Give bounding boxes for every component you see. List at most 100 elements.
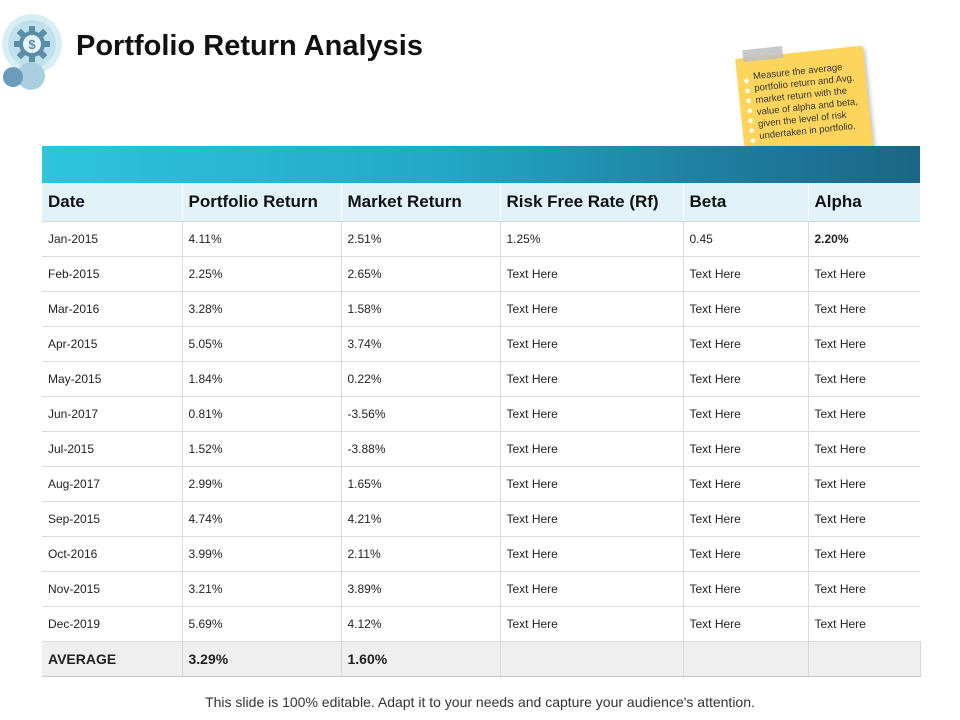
cell-portfolio-return: 3.21% <box>182 571 342 607</box>
cell-date: Jun-2017 <box>42 396 183 432</box>
average-alpha <box>808 641 921 677</box>
cell-portfolio-return: 5.05% <box>182 326 342 362</box>
cell-alpha: Text Here <box>808 361 920 397</box>
header-beta: Beta <box>683 183 809 222</box>
cell-date: Aug-2017 <box>42 466 183 502</box>
table-row: Mar-2016 3.28% 1.58% Text Here Text Here… <box>42 291 920 327</box>
cell-risk-free-rate: 1.25% <box>500 221 684 257</box>
cell-date: May-2015 <box>42 361 183 397</box>
cell-alpha: Text Here <box>808 291 920 327</box>
gear-dollar-icon: $ <box>0 6 70 90</box>
header-portfolio-return: Portfolio Return <box>182 183 342 222</box>
cell-alpha: 2.20% <box>808 221 920 257</box>
cell-market-return: 2.65% <box>341 256 501 292</box>
cell-portfolio-return: 4.11% <box>182 221 342 257</box>
table-row: Dec-2019 5.69% 4.12% Text Here Text Here… <box>42 606 920 642</box>
cell-alpha: Text Here <box>808 256 920 292</box>
portfolio-table: Date Portfolio Return Market Return Risk… <box>42 183 921 677</box>
header-date: Date <box>42 183 183 222</box>
cell-beta: Text Here <box>683 501 809 537</box>
table-row: Aug-2017 2.99% 1.65% Text Here Text Here… <box>42 466 920 502</box>
cell-portfolio-return: 3.99% <box>182 536 342 572</box>
cell-market-return: -3.56% <box>341 396 501 432</box>
average-label: AVERAGE <box>42 641 183 677</box>
cell-alpha: Text Here <box>808 606 920 642</box>
table-row: Oct-2016 3.99% 2.11% Text Here Text Here… <box>42 536 920 572</box>
cell-market-return: 2.51% <box>341 221 501 257</box>
cell-market-return: 3.89% <box>341 571 501 607</box>
cell-date: Nov-2015 <box>42 571 183 607</box>
cell-alpha: Text Here <box>808 536 920 572</box>
cell-portfolio-return: 0.81% <box>182 396 342 432</box>
cell-risk-free-rate: Text Here <box>500 256 684 292</box>
table-banner <box>42 146 920 183</box>
average-risk-free-rate <box>500 641 684 677</box>
header-risk-free-rate: Risk Free Rate (Rf) <box>500 183 684 222</box>
table-row: Jan-2015 4.11% 2.51% 1.25% 0.45 2.20% <box>42 221 920 257</box>
table-row: Jul-2015 1.52% -3.88% Text Here Text Her… <box>42 431 920 467</box>
page-title: Portfolio Return Analysis <box>76 30 423 62</box>
average-portfolio-return: 3.29% <box>182 641 342 677</box>
cell-market-return: 1.58% <box>341 291 501 327</box>
table-row: Jun-2017 0.81% -3.56% Text Here Text Her… <box>42 396 920 432</box>
average-market-return: 1.60% <box>341 641 501 677</box>
cell-alpha: Text Here <box>808 571 920 607</box>
cell-market-return: 4.21% <box>341 501 501 537</box>
cell-beta: Text Here <box>683 571 809 607</box>
cell-risk-free-rate: Text Here <box>500 361 684 397</box>
cell-date: Mar-2016 <box>42 291 183 327</box>
cell-market-return: -3.88% <box>341 431 501 467</box>
cell-alpha: Text Here <box>808 326 920 362</box>
cell-market-return: 4.12% <box>341 606 501 642</box>
cell-beta: 0.45 <box>683 221 809 257</box>
tape-strip <box>742 46 784 63</box>
table-header-row: Date Portfolio Return Market Return Risk… <box>42 183 920 222</box>
cell-beta: Text Here <box>683 606 809 642</box>
cell-portfolio-return: 3.28% <box>182 291 342 327</box>
cell-alpha: Text Here <box>808 466 920 502</box>
cell-market-return: 3.74% <box>341 326 501 362</box>
cell-portfolio-return: 2.25% <box>182 256 342 292</box>
table-row: Feb-2015 2.25% 2.65% Text Here Text Here… <box>42 256 920 292</box>
cell-beta: Text Here <box>683 291 809 327</box>
cell-date: Feb-2015 <box>42 256 183 292</box>
cell-risk-free-rate: Text Here <box>500 466 684 502</box>
footer-caption: This slide is 100% editable. Adapt it to… <box>205 694 755 710</box>
cell-portfolio-return: 2.99% <box>182 466 342 502</box>
cell-date: Sep-2015 <box>42 501 183 537</box>
table-body: Jan-2015 4.11% 2.51% 1.25% 0.45 2.20% Fe… <box>42 221 921 677</box>
svg-text:$: $ <box>28 37 36 52</box>
cell-market-return: 1.65% <box>341 466 501 502</box>
table-row: Apr-2015 5.05% 3.74% Text Here Text Here… <box>42 326 920 362</box>
average-beta <box>683 641 809 677</box>
table-row: May-2015 1.84% 0.22% Text Here Text Here… <box>42 361 920 397</box>
cell-risk-free-rate: Text Here <box>500 396 684 432</box>
cell-portfolio-return: 5.69% <box>182 606 342 642</box>
cell-portfolio-return: 1.84% <box>182 361 342 397</box>
cell-market-return: 0.22% <box>341 361 501 397</box>
cell-date: Oct-2016 <box>42 536 183 572</box>
cell-date: Dec-2019 <box>42 606 183 642</box>
cell-risk-free-rate: Text Here <box>500 536 684 572</box>
cell-beta: Text Here <box>683 431 809 467</box>
average-row: AVERAGE 3.29% 1.60% <box>42 641 921 677</box>
cell-date: Apr-2015 <box>42 326 183 362</box>
cell-market-return: 2.11% <box>341 536 501 572</box>
cell-beta: Text Here <box>683 466 809 502</box>
cell-alpha: Text Here <box>808 396 920 432</box>
cell-risk-free-rate: Text Here <box>500 571 684 607</box>
cell-date: Jan-2015 <box>42 221 183 257</box>
cell-risk-free-rate: Text Here <box>500 326 684 362</box>
cell-beta: Text Here <box>683 361 809 397</box>
cell-risk-free-rate: Text Here <box>500 606 684 642</box>
cell-date: Jul-2015 <box>42 431 183 467</box>
header-alpha: Alpha <box>808 183 920 222</box>
header-market-return: Market Return <box>341 183 501 222</box>
cell-risk-free-rate: Text Here <box>500 291 684 327</box>
cell-beta: Text Here <box>683 256 809 292</box>
note-text: Measure the average portfolio return and… <box>752 61 859 142</box>
cell-risk-free-rate: Text Here <box>500 501 684 537</box>
cell-alpha: Text Here <box>808 501 920 537</box>
cell-portfolio-return: 4.74% <box>182 501 342 537</box>
cell-risk-free-rate: Text Here <box>500 431 684 467</box>
